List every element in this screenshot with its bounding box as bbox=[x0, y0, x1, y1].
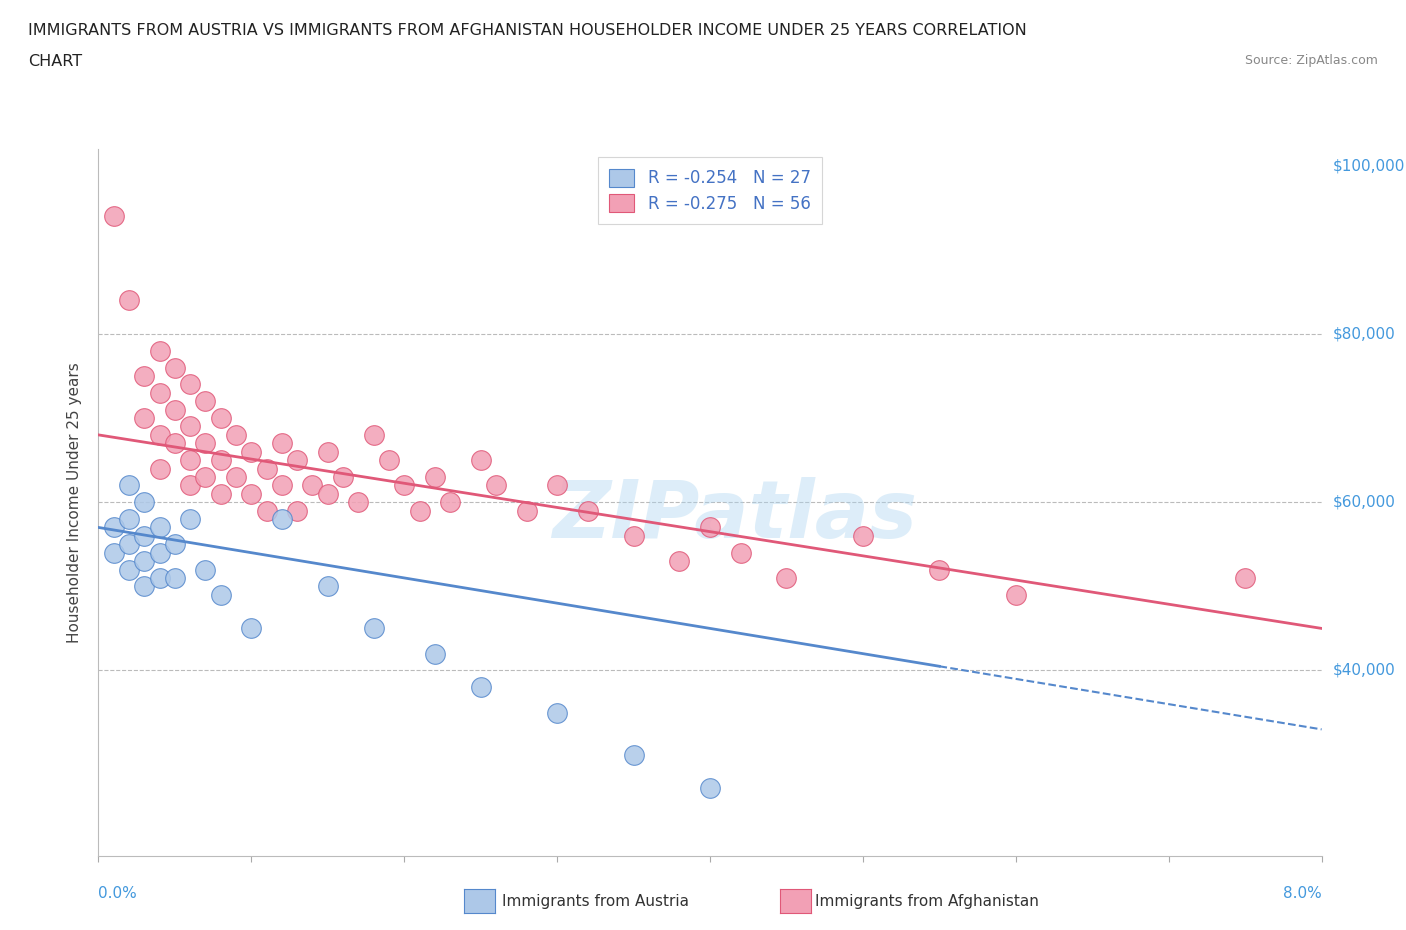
Point bbox=[179, 419, 201, 434]
Point bbox=[470, 680, 492, 695]
Point bbox=[134, 368, 156, 383]
Point bbox=[378, 453, 401, 468]
Point bbox=[149, 520, 172, 535]
Point bbox=[134, 411, 156, 426]
Point bbox=[149, 570, 172, 585]
Point bbox=[285, 503, 308, 518]
Point bbox=[134, 578, 156, 593]
Point bbox=[179, 478, 201, 493]
Point bbox=[149, 385, 172, 400]
Point bbox=[240, 621, 263, 636]
Text: Immigrants from Afghanistan: Immigrants from Afghanistan bbox=[815, 894, 1039, 909]
Point bbox=[316, 486, 339, 501]
Point bbox=[209, 486, 232, 501]
Point bbox=[316, 445, 339, 459]
Point bbox=[179, 512, 201, 526]
Point bbox=[163, 537, 186, 551]
Point bbox=[301, 478, 323, 493]
Text: ZIPatlas: ZIPatlas bbox=[553, 477, 917, 555]
Point bbox=[194, 470, 217, 485]
Point bbox=[285, 453, 308, 468]
Point bbox=[392, 478, 416, 493]
Point bbox=[928, 562, 950, 577]
Text: $80,000: $80,000 bbox=[1333, 326, 1396, 341]
Text: Source: ZipAtlas.com: Source: ZipAtlas.com bbox=[1244, 54, 1378, 67]
Text: 8.0%: 8.0% bbox=[1282, 886, 1322, 901]
Text: 0.0%: 0.0% bbox=[98, 886, 138, 901]
Point bbox=[347, 495, 370, 510]
Point bbox=[209, 411, 232, 426]
Text: IMMIGRANTS FROM AUSTRIA VS IMMIGRANTS FROM AFGHANISTAN HOUSEHOLDER INCOME UNDER : IMMIGRANTS FROM AUSTRIA VS IMMIGRANTS FR… bbox=[28, 23, 1026, 38]
Point bbox=[240, 445, 263, 459]
Point bbox=[270, 436, 294, 451]
Point bbox=[363, 621, 385, 636]
Text: Immigrants from Austria: Immigrants from Austria bbox=[502, 894, 689, 909]
Text: $100,000: $100,000 bbox=[1333, 158, 1405, 173]
Point bbox=[623, 747, 645, 762]
Point bbox=[516, 503, 538, 518]
Text: $40,000: $40,000 bbox=[1333, 663, 1396, 678]
Point bbox=[623, 528, 645, 543]
Point bbox=[134, 528, 156, 543]
Point bbox=[363, 428, 385, 443]
Point bbox=[730, 545, 752, 560]
Point bbox=[439, 495, 461, 510]
Point bbox=[163, 360, 186, 375]
Point bbox=[1004, 588, 1026, 603]
Point bbox=[1234, 570, 1257, 585]
Point bbox=[256, 461, 278, 476]
Point bbox=[118, 293, 141, 308]
Point bbox=[103, 520, 125, 535]
Text: CHART: CHART bbox=[28, 54, 82, 69]
Point bbox=[576, 503, 599, 518]
Point bbox=[134, 495, 156, 510]
Text: $60,000: $60,000 bbox=[1333, 495, 1396, 510]
Point bbox=[240, 486, 263, 501]
Point bbox=[408, 503, 430, 518]
Point bbox=[316, 578, 339, 593]
Point bbox=[225, 470, 247, 485]
Point bbox=[118, 537, 141, 551]
Point bbox=[149, 545, 172, 560]
Point bbox=[332, 470, 354, 485]
Y-axis label: Householder Income Under 25 years: Householder Income Under 25 years bbox=[67, 362, 83, 643]
Point bbox=[179, 453, 201, 468]
Point bbox=[194, 393, 217, 408]
Point bbox=[163, 436, 186, 451]
Point bbox=[423, 470, 446, 485]
Point bbox=[118, 562, 141, 577]
Point bbox=[225, 428, 247, 443]
Legend: R = -0.254   N = 27, R = -0.275   N = 56: R = -0.254 N = 27, R = -0.275 N = 56 bbox=[598, 157, 823, 224]
Point bbox=[179, 377, 201, 392]
Point bbox=[118, 478, 141, 493]
Point bbox=[194, 436, 217, 451]
Point bbox=[163, 402, 186, 417]
Point bbox=[149, 428, 172, 443]
Point bbox=[775, 570, 797, 585]
Point bbox=[852, 528, 875, 543]
Point bbox=[209, 588, 232, 603]
Point bbox=[546, 705, 568, 720]
Point bbox=[149, 461, 172, 476]
Point bbox=[546, 478, 568, 493]
Point bbox=[270, 478, 294, 493]
Point bbox=[470, 453, 492, 468]
Point bbox=[699, 520, 721, 535]
Point bbox=[256, 503, 278, 518]
Point bbox=[103, 208, 125, 223]
Point bbox=[103, 545, 125, 560]
Point bbox=[149, 343, 172, 358]
Point bbox=[423, 646, 446, 661]
Point bbox=[699, 781, 721, 796]
Point bbox=[270, 512, 294, 526]
Point bbox=[485, 478, 508, 493]
Point bbox=[194, 562, 217, 577]
Point bbox=[118, 512, 141, 526]
Point bbox=[134, 553, 156, 568]
Point bbox=[209, 453, 232, 468]
Point bbox=[163, 570, 186, 585]
Point bbox=[668, 553, 690, 568]
